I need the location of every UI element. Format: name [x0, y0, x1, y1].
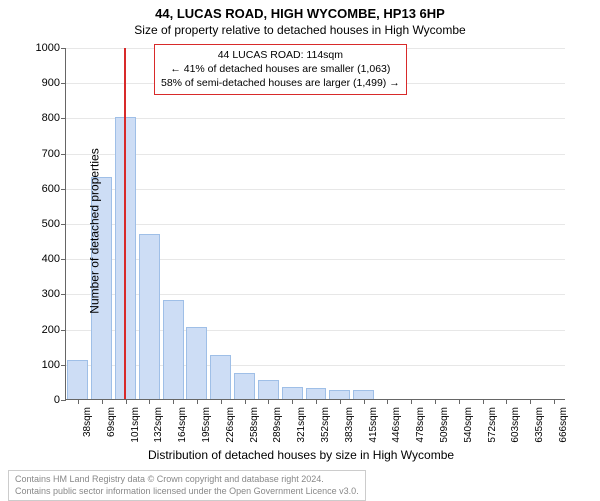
y-tick-mark — [61, 48, 66, 49]
x-tick-label: 415sqm — [368, 407, 379, 443]
y-tick-label: 700 — [42, 148, 60, 160]
x-tick-label: 38sqm — [82, 407, 93, 437]
y-tick-label: 300 — [42, 288, 60, 300]
histogram-bar — [258, 380, 279, 399]
x-tick-label: 540sqm — [463, 407, 474, 443]
y-tick-mark — [61, 224, 66, 225]
annotation-line: 44 LUCAS ROAD: 114sqm — [161, 48, 400, 62]
x-tick-mark — [459, 399, 460, 404]
y-tick-mark — [61, 400, 66, 401]
histogram-bar — [67, 360, 88, 399]
y-tick-label: 900 — [42, 77, 60, 89]
x-tick-mark — [102, 399, 103, 404]
y-tick-mark — [61, 189, 66, 190]
histogram-bar — [210, 355, 231, 399]
plot-area: 0100200300400500600700800900100038sqm69s… — [65, 48, 565, 400]
footer-line-1: Contains HM Land Registry data © Crown c… — [15, 474, 359, 486]
chart-container: 44, LUCAS ROAD, HIGH WYCOMBE, HP13 6HP S… — [0, 0, 600, 500]
x-tick-mark — [197, 399, 198, 404]
x-tick-mark — [268, 399, 269, 404]
gridline — [66, 189, 565, 190]
histogram-bar — [139, 234, 160, 399]
x-tick-mark — [149, 399, 150, 404]
histogram-bar — [186, 327, 207, 399]
x-tick-mark — [173, 399, 174, 404]
footer-attribution: Contains HM Land Registry data © Crown c… — [8, 470, 366, 501]
x-tick-mark — [221, 399, 222, 404]
x-tick-mark — [126, 399, 127, 404]
annotation-line: 58% of semi-detached houses are larger (… — [161, 76, 400, 90]
gridline — [66, 118, 565, 119]
histogram-bar — [282, 387, 303, 399]
y-tick-label: 600 — [42, 183, 60, 195]
histogram-bar — [234, 373, 255, 399]
y-tick-mark — [61, 154, 66, 155]
y-tick-label: 500 — [42, 218, 60, 230]
y-tick-label: 0 — [54, 394, 60, 406]
x-tick-mark — [316, 399, 317, 404]
histogram-bar — [329, 390, 350, 399]
x-tick-mark — [340, 399, 341, 404]
x-axis-label: Distribution of detached houses by size … — [148, 448, 454, 462]
x-tick-label: 321sqm — [296, 407, 307, 443]
x-tick-mark — [411, 399, 412, 404]
x-tick-label: 478sqm — [415, 407, 426, 443]
x-tick-mark — [364, 399, 365, 404]
x-tick-label: 195sqm — [201, 407, 212, 443]
x-tick-label: 603sqm — [510, 407, 521, 443]
x-tick-label: 446sqm — [391, 407, 402, 443]
x-tick-label: 164sqm — [177, 407, 188, 443]
y-axis-label: Number of detached properties — [88, 148, 102, 313]
x-tick-label: 352sqm — [320, 407, 331, 443]
footer-line-2: Contains public sector information licen… — [15, 486, 359, 498]
annotation-line: ← 41% of detached houses are smaller (1,… — [161, 62, 400, 76]
x-tick-label: 572sqm — [487, 407, 498, 443]
y-tick-label: 1000 — [36, 42, 60, 54]
x-tick-label: 383sqm — [344, 407, 355, 443]
x-tick-label: 509sqm — [439, 407, 450, 443]
y-tick-mark — [61, 365, 66, 366]
y-tick-label: 200 — [42, 324, 60, 336]
x-tick-mark — [506, 399, 507, 404]
x-tick-label: 289sqm — [272, 407, 283, 443]
y-tick-mark — [61, 259, 66, 260]
y-tick-mark — [61, 83, 66, 84]
histogram-bar — [163, 300, 184, 399]
x-tick-label: 101sqm — [130, 407, 141, 443]
y-tick-label: 400 — [42, 253, 60, 265]
gridline — [66, 154, 565, 155]
histogram-bar — [306, 388, 327, 399]
y-tick-mark — [61, 118, 66, 119]
annotation-box: 44 LUCAS ROAD: 114sqm← 41% of detached h… — [154, 44, 407, 95]
chart-title-sub: Size of property relative to detached ho… — [0, 21, 600, 37]
chart-title-main: 44, LUCAS ROAD, HIGH WYCOMBE, HP13 6HP — [0, 0, 600, 21]
x-tick-label: 132sqm — [153, 407, 164, 443]
x-tick-mark — [530, 399, 531, 404]
y-tick-mark — [61, 330, 66, 331]
x-tick-label: 69sqm — [106, 407, 117, 437]
x-tick-mark — [245, 399, 246, 404]
x-tick-mark — [483, 399, 484, 404]
y-tick-label: 800 — [42, 112, 60, 124]
x-tick-mark — [387, 399, 388, 404]
property-marker-line — [124, 48, 126, 399]
y-tick-label: 100 — [42, 359, 60, 371]
x-tick-mark — [435, 399, 436, 404]
gridline — [66, 224, 565, 225]
histogram-bar — [353, 390, 374, 399]
x-tick-label: 666sqm — [558, 407, 569, 443]
x-tick-label: 635sqm — [534, 407, 545, 443]
x-tick-mark — [554, 399, 555, 404]
x-tick-mark — [78, 399, 79, 404]
x-tick-label: 226sqm — [225, 407, 236, 443]
x-tick-mark — [292, 399, 293, 404]
x-tick-label: 258sqm — [249, 407, 260, 443]
y-tick-mark — [61, 294, 66, 295]
